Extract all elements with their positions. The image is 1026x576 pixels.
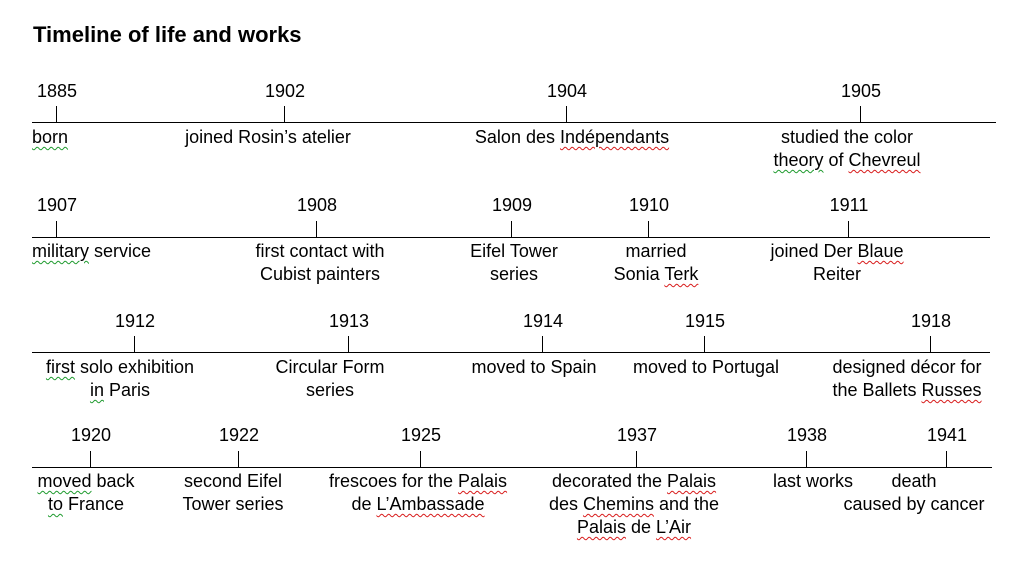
- timeline-tick: [636, 451, 637, 467]
- timeline-tick: [704, 336, 705, 352]
- event-year: 1925: [400, 425, 442, 445]
- event-description: first contact with Cubist painters: [255, 241, 385, 284]
- event-description: designed décor for the Ballets Russes: [832, 357, 982, 400]
- event-description: joined Der Blaue Reiter: [770, 241, 904, 284]
- timeline-tick: [238, 451, 239, 467]
- timeline-tick: [930, 336, 931, 352]
- event-description: born: [32, 127, 69, 147]
- timeline-tick: [511, 221, 512, 237]
- timeline-tick: [420, 451, 421, 467]
- event-year: 1885: [36, 81, 78, 101]
- event-year: 1918: [910, 311, 952, 331]
- event-year: 1920: [70, 425, 112, 445]
- event-description: military service: [32, 241, 152, 261]
- timeline-tick: [946, 451, 947, 467]
- event-description: Salon des Indépendants: [474, 127, 670, 147]
- page-title: Timeline of life and works: [33, 22, 302, 47]
- timeline-tick: [542, 336, 543, 352]
- timeline-axis: [32, 352, 990, 353]
- event-year: 1912: [114, 311, 156, 331]
- timeline-tick: [316, 221, 317, 237]
- event-description: first solo exhibition in Paris: [45, 357, 195, 400]
- event-year: 1905: [840, 81, 882, 101]
- timeline-axis: [32, 467, 992, 468]
- event-description: joined Rosin’s atelier: [185, 127, 351, 147]
- event-description: death caused by cancer: [843, 471, 985, 514]
- event-year: 1914: [522, 311, 564, 331]
- event-year: 1913: [328, 311, 370, 331]
- timeline-tick: [860, 106, 861, 122]
- event-year: 1922: [218, 425, 260, 445]
- event-year: 1904: [546, 81, 588, 101]
- event-year: 1941: [926, 425, 968, 445]
- timeline-tick: [56, 221, 57, 237]
- event-description: Circular Form series: [275, 357, 385, 400]
- event-year: 1909: [491, 195, 533, 215]
- timeline-tick: [848, 221, 849, 237]
- event-year: 1908: [296, 195, 338, 215]
- event-year: 1937: [616, 425, 658, 445]
- event-year: 1910: [628, 195, 670, 215]
- event-year: 1902: [264, 81, 306, 101]
- event-year: 1911: [829, 195, 869, 215]
- timeline-axis: [32, 237, 990, 238]
- event-description: moved to Portugal: [632, 357, 780, 377]
- timeline-axis: [32, 122, 996, 123]
- timeline-tick: [348, 336, 349, 352]
- event-description: moved to Spain: [471, 357, 597, 377]
- timeline-tick: [134, 336, 135, 352]
- event-description: moved back to France: [37, 471, 135, 514]
- timeline-tick: [56, 106, 57, 122]
- timeline-tick: [566, 106, 567, 122]
- timeline-tick: [806, 451, 807, 467]
- event-description: decorated the Palais des Chemins and the P…: [548, 471, 720, 537]
- event-description: last works: [772, 471, 854, 491]
- event-description: second Eifel Tower series: [182, 471, 284, 514]
- event-description: frescoes for the Palais de L’Ambassade: [328, 471, 508, 514]
- event-description: studied the color theory of Chevreul: [773, 127, 921, 170]
- event-year: 1938: [786, 425, 828, 445]
- event-description: Eifel Tower series: [470, 241, 558, 284]
- timeline-tick: [90, 451, 91, 467]
- timeline-tick: [284, 106, 285, 122]
- event-year: 1915: [684, 311, 726, 331]
- event-description: married Sonia Terk: [613, 241, 699, 284]
- event-year: 1907: [36, 195, 78, 215]
- timeline-tick: [648, 221, 649, 237]
